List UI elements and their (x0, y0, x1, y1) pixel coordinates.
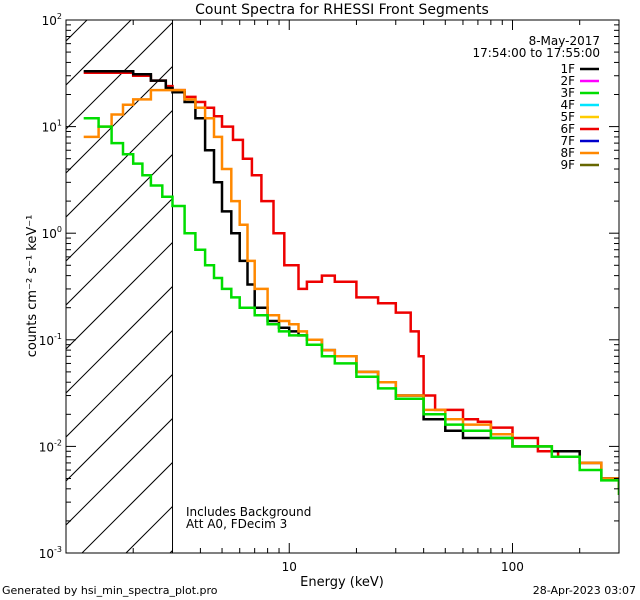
series-1F (83, 70, 619, 489)
y-tick-label: 10-3 (39, 545, 62, 561)
y-tick-label: 10-1 (39, 332, 62, 348)
legend-label: 9F (560, 158, 575, 172)
legend-label: 5F (560, 110, 575, 124)
footer-timestamp: 28-Apr-2023 03:07 (532, 584, 636, 597)
annotation-attenuator: Att A0, FDecim 3 (186, 517, 287, 531)
footer-generator: Generated by hsi_min_spectra_plot.pro (2, 584, 218, 597)
x-tick-label: 10 (282, 560, 297, 574)
annotation-background: Includes Background (186, 505, 311, 519)
hatch-line (0, 0, 110, 553)
hatch-line (66, 197, 173, 306)
series-8F (83, 88, 619, 495)
y-ticks: 10-3 10-2 10-1 100 101 102 (39, 12, 619, 561)
legend-label: 1F (560, 62, 575, 76)
hatch-line (66, 373, 173, 482)
plot-frame (65, 19, 620, 554)
x-tick-label: 100 (501, 560, 524, 574)
y-tick-label: 102 (42, 12, 62, 28)
y-tick-label: 101 (42, 119, 62, 135)
date-label: 8-May-2017 (529, 34, 600, 48)
hatch-line (66, 329, 173, 438)
x-ticks: 10 100 (65, 20, 620, 574)
legend-label: 2F (560, 74, 575, 88)
hatch-line (66, 285, 173, 394)
legend-label: 7F (560, 134, 575, 148)
y-axis-label: counts cm⁻² s⁻¹ keV⁻¹ (25, 215, 40, 358)
legend-label: 6F (560, 122, 575, 136)
series-3F (83, 116, 619, 495)
series-layer (83, 70, 619, 495)
time-range-label: 17:54:00 to 17:55:00 (473, 46, 600, 60)
legend-label: 4F (560, 98, 575, 112)
chart-title: Count Spectra for RHESSI Front Segments (195, 2, 489, 18)
hatch-line (66, 21, 173, 130)
hatch-line (214, 0, 640, 553)
x-axis-label: Energy (keV) (300, 575, 384, 590)
hatch-line (66, 20, 132, 86)
legend-label: 3F (560, 86, 575, 100)
legend-label: 8F (560, 146, 575, 160)
excluded-region (0, 0, 640, 553)
y-tick-label: 10-2 (39, 438, 62, 454)
y-tick-label: 100 (42, 225, 62, 241)
hatch-line (66, 65, 173, 174)
hatch-line (66, 241, 173, 350)
hatch-line (66, 417, 173, 526)
hatch-line (66, 153, 173, 262)
